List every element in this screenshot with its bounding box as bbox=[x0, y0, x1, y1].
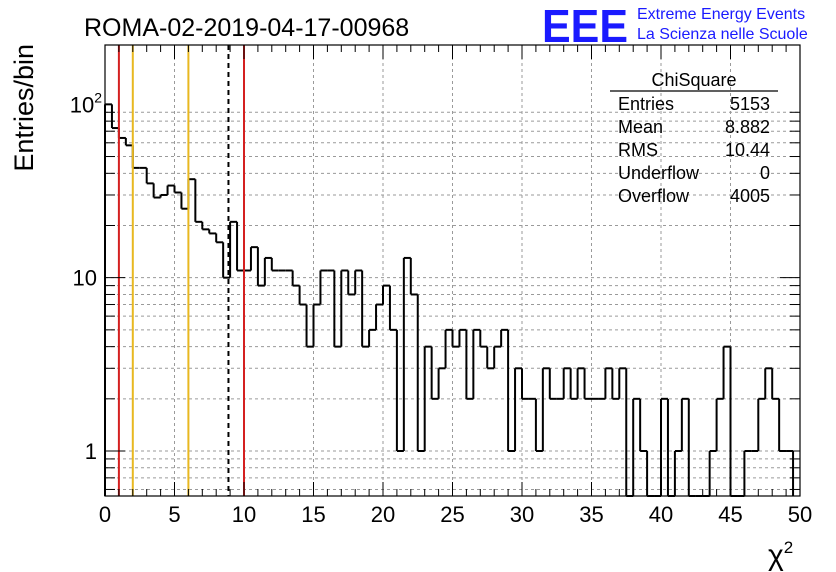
x-tick-label: 10 bbox=[232, 502, 256, 527]
y-tick-label: 10 bbox=[73, 266, 97, 291]
x-tick-label: 20 bbox=[371, 502, 395, 527]
x-tick-label: 0 bbox=[99, 502, 111, 527]
stats-row-label: Underflow bbox=[618, 163, 700, 183]
stats-title: ChiSquare bbox=[651, 70, 736, 90]
axis-ticks: 0 5 10 15 20 25 30 35 40 45 50 1 10 102 bbox=[70, 45, 812, 527]
stats-row-label: Entries bbox=[618, 94, 674, 114]
threshold-lines bbox=[117, 45, 245, 496]
y-tick-label: 102 bbox=[70, 89, 102, 117]
chart-title: ROMA-02-2019-04-17-00968 bbox=[84, 14, 409, 42]
eee-logo-mark: EEE bbox=[542, 0, 628, 52]
stats-row-value: 10.44 bbox=[725, 140, 770, 160]
x-tick-label: 40 bbox=[649, 502, 673, 527]
stats-row-value: 4005 bbox=[730, 186, 770, 206]
x-tick-label: 45 bbox=[718, 502, 742, 527]
x-tick-label: 30 bbox=[510, 502, 534, 527]
stats-row-value: 5153 bbox=[730, 94, 770, 114]
eee-logo-line1: Extreme Energy Events bbox=[637, 6, 805, 23]
eee-logo-line2: La Scienza nelle Scuole bbox=[637, 26, 808, 43]
stats-row-value: 8.882 bbox=[725, 117, 770, 137]
x-tick-label: 15 bbox=[301, 502, 325, 527]
y-tick-label: 1 bbox=[85, 439, 97, 464]
x-tick-label: 5 bbox=[168, 502, 180, 527]
x-tick-label: 35 bbox=[579, 502, 603, 527]
stats-row-label: Overflow bbox=[618, 186, 690, 206]
x-tick-label: 25 bbox=[440, 502, 464, 527]
x-axis-label-symbol: χ bbox=[768, 539, 784, 572]
stats-row-label: RMS bbox=[618, 140, 658, 160]
stats-box: ChiSquare Entries 5153 Mean 8.882 RMS 10.44 Un… bbox=[610, 70, 778, 206]
grid-lines bbox=[105, 45, 800, 496]
stats-row-value: 0 bbox=[760, 163, 770, 183]
x-axis-label-superscript: 2 bbox=[784, 538, 793, 557]
stats-row-label: Mean bbox=[618, 117, 663, 137]
y-axis-label: Entries/bin bbox=[9, 44, 39, 172]
x-axis-label: χ2 bbox=[768, 538, 793, 572]
stats-rows: Entries 5153 Mean 8.882 RMS 10.44 Underflow 0 Ov… bbox=[618, 94, 770, 206]
eee-logo: EEE Extreme Energy Events La Scienza nel… bbox=[542, 0, 808, 52]
x-tick-label: 50 bbox=[788, 502, 812, 527]
